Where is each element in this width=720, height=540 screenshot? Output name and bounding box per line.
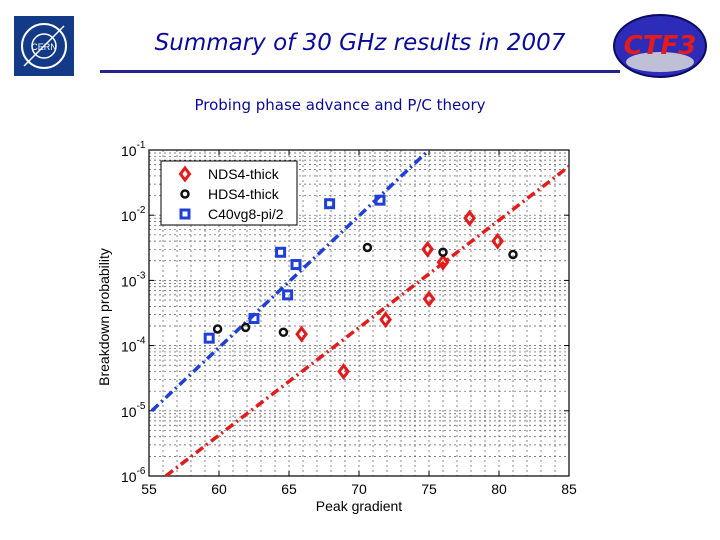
ctf3-logo: CTF3 (613, 14, 707, 78)
data-point (436, 253, 450, 271)
y-tick-base: 10 (121, 143, 137, 159)
cern-logo-ring (21, 23, 67, 69)
y-tick-exponent: -6 (137, 466, 146, 477)
legend-marker (180, 189, 190, 199)
legend-marker (179, 208, 191, 220)
data-point (275, 246, 287, 258)
data-point (290, 259, 302, 271)
data-point (295, 325, 308, 343)
data-point (203, 332, 215, 344)
cern-logo-inner-ring (31, 33, 57, 59)
data-point (421, 240, 434, 258)
data-point (508, 249, 518, 260)
data-point (240, 322, 251, 333)
data-point (362, 242, 373, 253)
data-point (374, 194, 386, 206)
x-tick-label: 80 (491, 481, 507, 497)
plot-frame (148, 149, 570, 477)
cern-logo-text: CERN (31, 42, 57, 52)
y-tick-label: 10-3 (121, 270, 146, 289)
x-tick-label: 75 (421, 481, 437, 497)
y-tick-base: 10 (121, 273, 137, 289)
cern-logo: CERN (14, 16, 74, 76)
x-tick-label: 85 (561, 481, 577, 497)
y-tick-exponent: -2 (137, 205, 146, 216)
legend-label: HDS4-thick (208, 186, 280, 202)
y-tick-label: 10-1 (121, 140, 146, 159)
y-tick-exponent: -4 (137, 336, 146, 347)
cern-logo-line (23, 25, 65, 67)
x-tick-label: 65 (281, 481, 297, 497)
y-tick-exponent: -1 (137, 140, 146, 151)
legend-marker (178, 165, 192, 183)
y-tick-label: 10-2 (121, 205, 146, 224)
page-subtitle: Probing phase advance and P/C theory (194, 96, 486, 114)
ctf3-logo-ring (626, 52, 694, 72)
y-tick-label: 10-6 (121, 466, 146, 485)
y-tick-base: 10 (121, 469, 137, 485)
data-point (463, 209, 476, 227)
data-point (282, 289, 294, 301)
y-tick-base: 10 (121, 339, 137, 355)
y-axis-label: Breakdown probability (96, 248, 112, 386)
data-point (379, 311, 392, 329)
page-title: Summary of 30 GHz results in 2007 (154, 30, 566, 56)
ctf3-logo-text: CTF3 (624, 31, 697, 61)
data-point (278, 327, 289, 338)
data-point (248, 313, 260, 325)
y-tick-label: 10-4 (121, 336, 146, 355)
data-point (324, 198, 336, 210)
x-tick-label: 70 (351, 481, 367, 497)
data-point (337, 363, 350, 381)
legend-label: C40vg8-pi/2 (208, 206, 284, 222)
y-tick-base: 10 (121, 404, 137, 420)
y-tick-exponent: -3 (137, 270, 146, 281)
fit-line (150, 150, 431, 413)
data-point (212, 324, 223, 334)
data-point (491, 232, 504, 250)
y-tick-label: 10-5 (121, 401, 146, 420)
data-point (438, 247, 448, 258)
fit-line (164, 165, 569, 476)
data-point (422, 290, 436, 308)
y-tick-base: 10 (121, 208, 137, 224)
title-underline (100, 70, 620, 73)
x-tick-label: 55 (141, 481, 157, 497)
legend-label: NDS4-thick (208, 166, 280, 182)
y-tick-exponent: -5 (137, 401, 146, 412)
x-axis-label: Peak gradient (316, 498, 403, 514)
x-tick-label: 60 (211, 481, 227, 497)
